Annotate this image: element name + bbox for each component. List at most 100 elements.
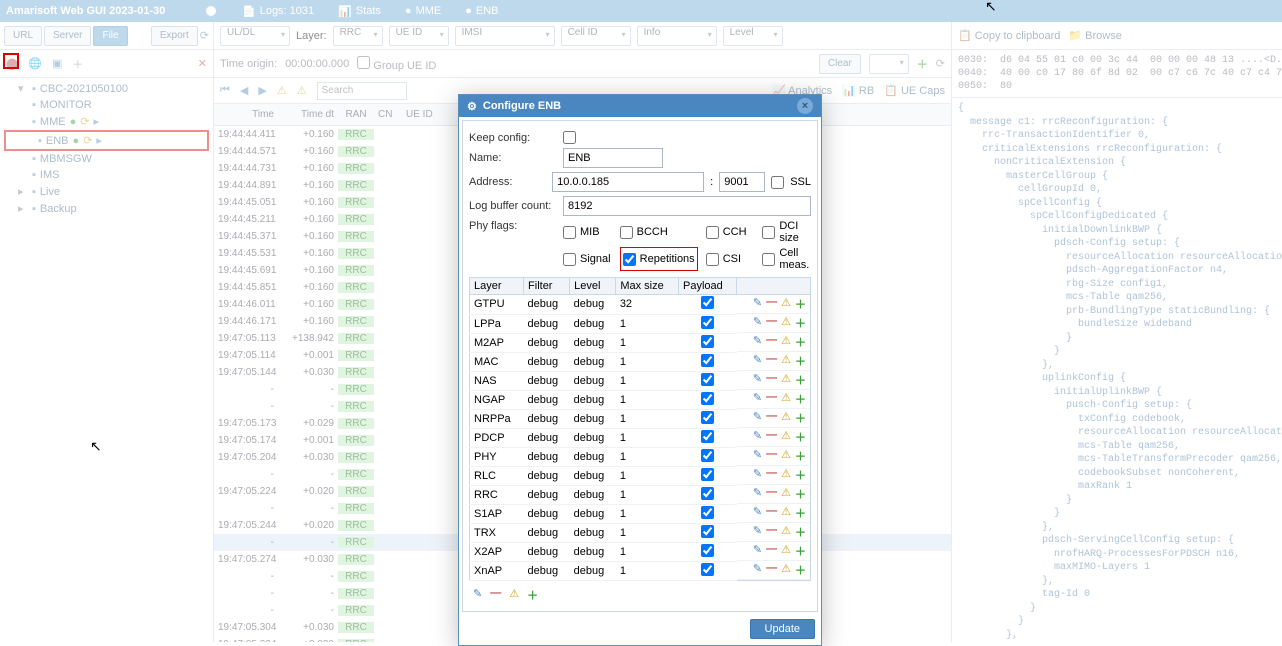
dialog-titlebar[interactable]: Configure ENB × <box>459 95 821 117</box>
payload-checkbox[interactable] <box>701 411 714 424</box>
warn-icon[interactable]: ⚠ <box>781 543 791 559</box>
close-dialog-icon[interactable]: × <box>797 98 813 114</box>
add-icon[interactable]: ＋ <box>795 543 806 559</box>
layer-row[interactable]: XnAPdebugdebug1✎—⚠＋ <box>470 561 811 581</box>
edit-icon[interactable]: ✎ <box>753 372 762 388</box>
payload-checkbox[interactable] <box>701 373 714 386</box>
warn-icon[interactable]: ⚠ <box>781 410 791 426</box>
layer-row[interactable]: PHYdebugdebug1✎—⚠＋ <box>470 447 811 466</box>
nav-prev-icon[interactable]: ◀ <box>240 84 248 97</box>
server-button[interactable]: Server <box>44 26 91 46</box>
edit-icon[interactable]: ✎ <box>753 467 762 483</box>
payload-checkbox[interactable] <box>701 487 714 500</box>
layer-row[interactable]: NGAPdebugdebug1✎—⚠＋ <box>470 390 811 409</box>
tree-node[interactable]: ▪ ENB ●⟳▸ <box>4 130 209 151</box>
remove-icon[interactable]: — <box>766 486 777 502</box>
layer-row[interactable]: NASdebugdebug1✎—⚠＋ <box>470 371 811 390</box>
layer-row[interactable]: LPPadebugdebug1✎—⚠＋ <box>470 314 811 333</box>
layer-row[interactable]: RRCdebugdebug1✎—⚠＋ <box>470 485 811 504</box>
tree-node[interactable]: ▪ MME ●⟳▸ <box>0 113 213 130</box>
remove-icon[interactable]: — <box>766 372 777 388</box>
payload-checkbox[interactable] <box>701 506 714 519</box>
payload-checkbox[interactable] <box>701 449 714 462</box>
header-tab[interactable]: ●ENB <box>455 3 508 20</box>
phy-flag-dcisize[interactable]: DCI size <box>762 220 811 244</box>
add-icon[interactable]: ＋ <box>795 391 806 407</box>
layer-row[interactable]: PDCPdebugdebug1✎—⚠＋ <box>470 428 811 447</box>
add-icon[interactable]: ＋ <box>795 505 806 521</box>
refresh-icon[interactable]: ⟳ <box>200 29 209 42</box>
warn-icon[interactable]: ⚠ <box>781 315 791 331</box>
add-icon[interactable]: ＋ <box>795 296 806 312</box>
edit-icon[interactable]: ✎ <box>753 448 762 464</box>
warn-icon[interactable]: ⚠ <box>781 467 791 483</box>
payload-checkbox[interactable] <box>701 525 714 538</box>
layer-row[interactable]: TRXdebugdebug1✎—⚠＋ <box>470 523 811 542</box>
add-icon[interactable]: ＋ <box>795 410 806 426</box>
remove-icon[interactable]: — <box>766 391 777 407</box>
file-button[interactable]: File <box>93 26 127 46</box>
warn-icon[interactable]: ⚠ <box>781 391 791 407</box>
globe-icon[interactable]: 🌐 <box>28 57 42 70</box>
phy-flag-cellmeas[interactable]: Cell meas. <box>762 247 811 271</box>
add-icon[interactable]: ＋ <box>795 353 806 369</box>
layer-row[interactable]: NRPPadebugdebug1✎—⚠＋ <box>470 409 811 428</box>
url-button[interactable]: URL <box>4 26 42 46</box>
uecaps-tab[interactable]: 📋 UE Caps <box>884 84 945 97</box>
refresh-icon[interactable]: ⟳ <box>936 57 945 70</box>
remove-icon[interactable]: — <box>766 524 777 540</box>
info-select[interactable]: Info <box>637 26 717 46</box>
remove-icon[interactable]: — <box>766 505 777 521</box>
copy-button[interactable]: 📋 Copy to clipboard <box>958 29 1060 42</box>
payload-checkbox[interactable] <box>701 392 714 405</box>
edit-icon[interactable]: ✎ <box>753 296 762 312</box>
payload-checkbox[interactable] <box>701 296 714 309</box>
add-icon[interactable]: ＋ <box>795 448 806 464</box>
add-icon[interactable]: ＋ <box>795 372 806 388</box>
warn-icon[interactable]: ⚠ <box>781 429 791 445</box>
edit-icon[interactable]: ✎ <box>753 486 762 502</box>
chip-icon[interactable]: ▣ <box>52 57 62 70</box>
layer-row[interactable]: GTPUdebugdebug32✎—⚠＋ <box>470 295 811 315</box>
phy-flag-bcch[interactable]: BCCH <box>620 220 698 244</box>
remove-icon[interactable]: — <box>766 543 777 559</box>
header-tab[interactable]: 📊Stats <box>328 3 391 20</box>
tree-node[interactable]: ▪ MONITOR <box>0 97 213 113</box>
add-icon[interactable]: ＋ <box>795 315 806 331</box>
payload-checkbox[interactable] <box>701 563 714 576</box>
warn-icon[interactable]: ⚠ <box>781 353 791 369</box>
payload-checkbox[interactable] <box>701 316 714 329</box>
edit-icon[interactable]: ✎ <box>753 429 762 445</box>
browse-button[interactable]: 📁 Browse <box>1068 29 1121 42</box>
remove-icon[interactable]: — <box>766 296 777 312</box>
nav-first-icon[interactable]: ⏮ <box>220 84 230 97</box>
port-input[interactable] <box>719 172 765 192</box>
edit-icon[interactable]: ✎ <box>753 524 762 540</box>
address-input[interactable] <box>552 172 704 192</box>
warn-icon[interactable]: ⚠ <box>781 334 791 350</box>
payload-checkbox[interactable] <box>701 544 714 557</box>
phy-flag-csi[interactable]: CSI <box>706 247 755 271</box>
imsi-select[interactable]: IMSI <box>455 26 555 46</box>
collapse-left-icon[interactable] <box>206 6 216 16</box>
edit-icon[interactable]: ✎ <box>753 543 762 559</box>
warn-icon[interactable]: ⚠ <box>781 486 791 502</box>
warn-icon[interactable]: ⚠ <box>781 448 791 464</box>
remove-all-icon[interactable]: — <box>490 587 501 603</box>
add-all-icon[interactable]: ＋ <box>527 587 538 603</box>
edit-icon[interactable]: ✎ <box>753 315 762 331</box>
remove-icon[interactable]: — <box>766 353 777 369</box>
edit-icon[interactable]: ✎ <box>753 410 762 426</box>
header-tab[interactable]: 📄Logs: 1031 <box>232 3 324 20</box>
layer-row[interactable]: S1APdebugdebug1✎—⚠＋ <box>470 504 811 523</box>
level-select[interactable]: Level <box>723 26 783 46</box>
nav-next-icon[interactable]: ▶ <box>258 84 266 97</box>
search-input[interactable] <box>317 82 407 100</box>
tree-node[interactable]: ▪ Live <box>0 183 213 200</box>
tree-node[interactable]: ▪ IMS <box>0 167 213 183</box>
remove-icon[interactable]: — <box>766 467 777 483</box>
add-icon[interactable]: ＋ <box>795 429 806 445</box>
phy-flag-signal[interactable]: Signal <box>563 247 612 271</box>
layer-row[interactable]: X2APdebugdebug1✎—⚠＋ <box>470 542 811 561</box>
add-icon[interactable]: ＋ <box>795 467 806 483</box>
